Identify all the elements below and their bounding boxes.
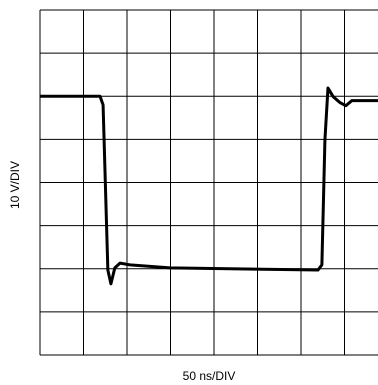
x-axis-label: 50 ns/DIV <box>183 369 236 383</box>
waveform <box>40 86 378 286</box>
y-axis-label: 10 V/DIV <box>8 161 22 209</box>
